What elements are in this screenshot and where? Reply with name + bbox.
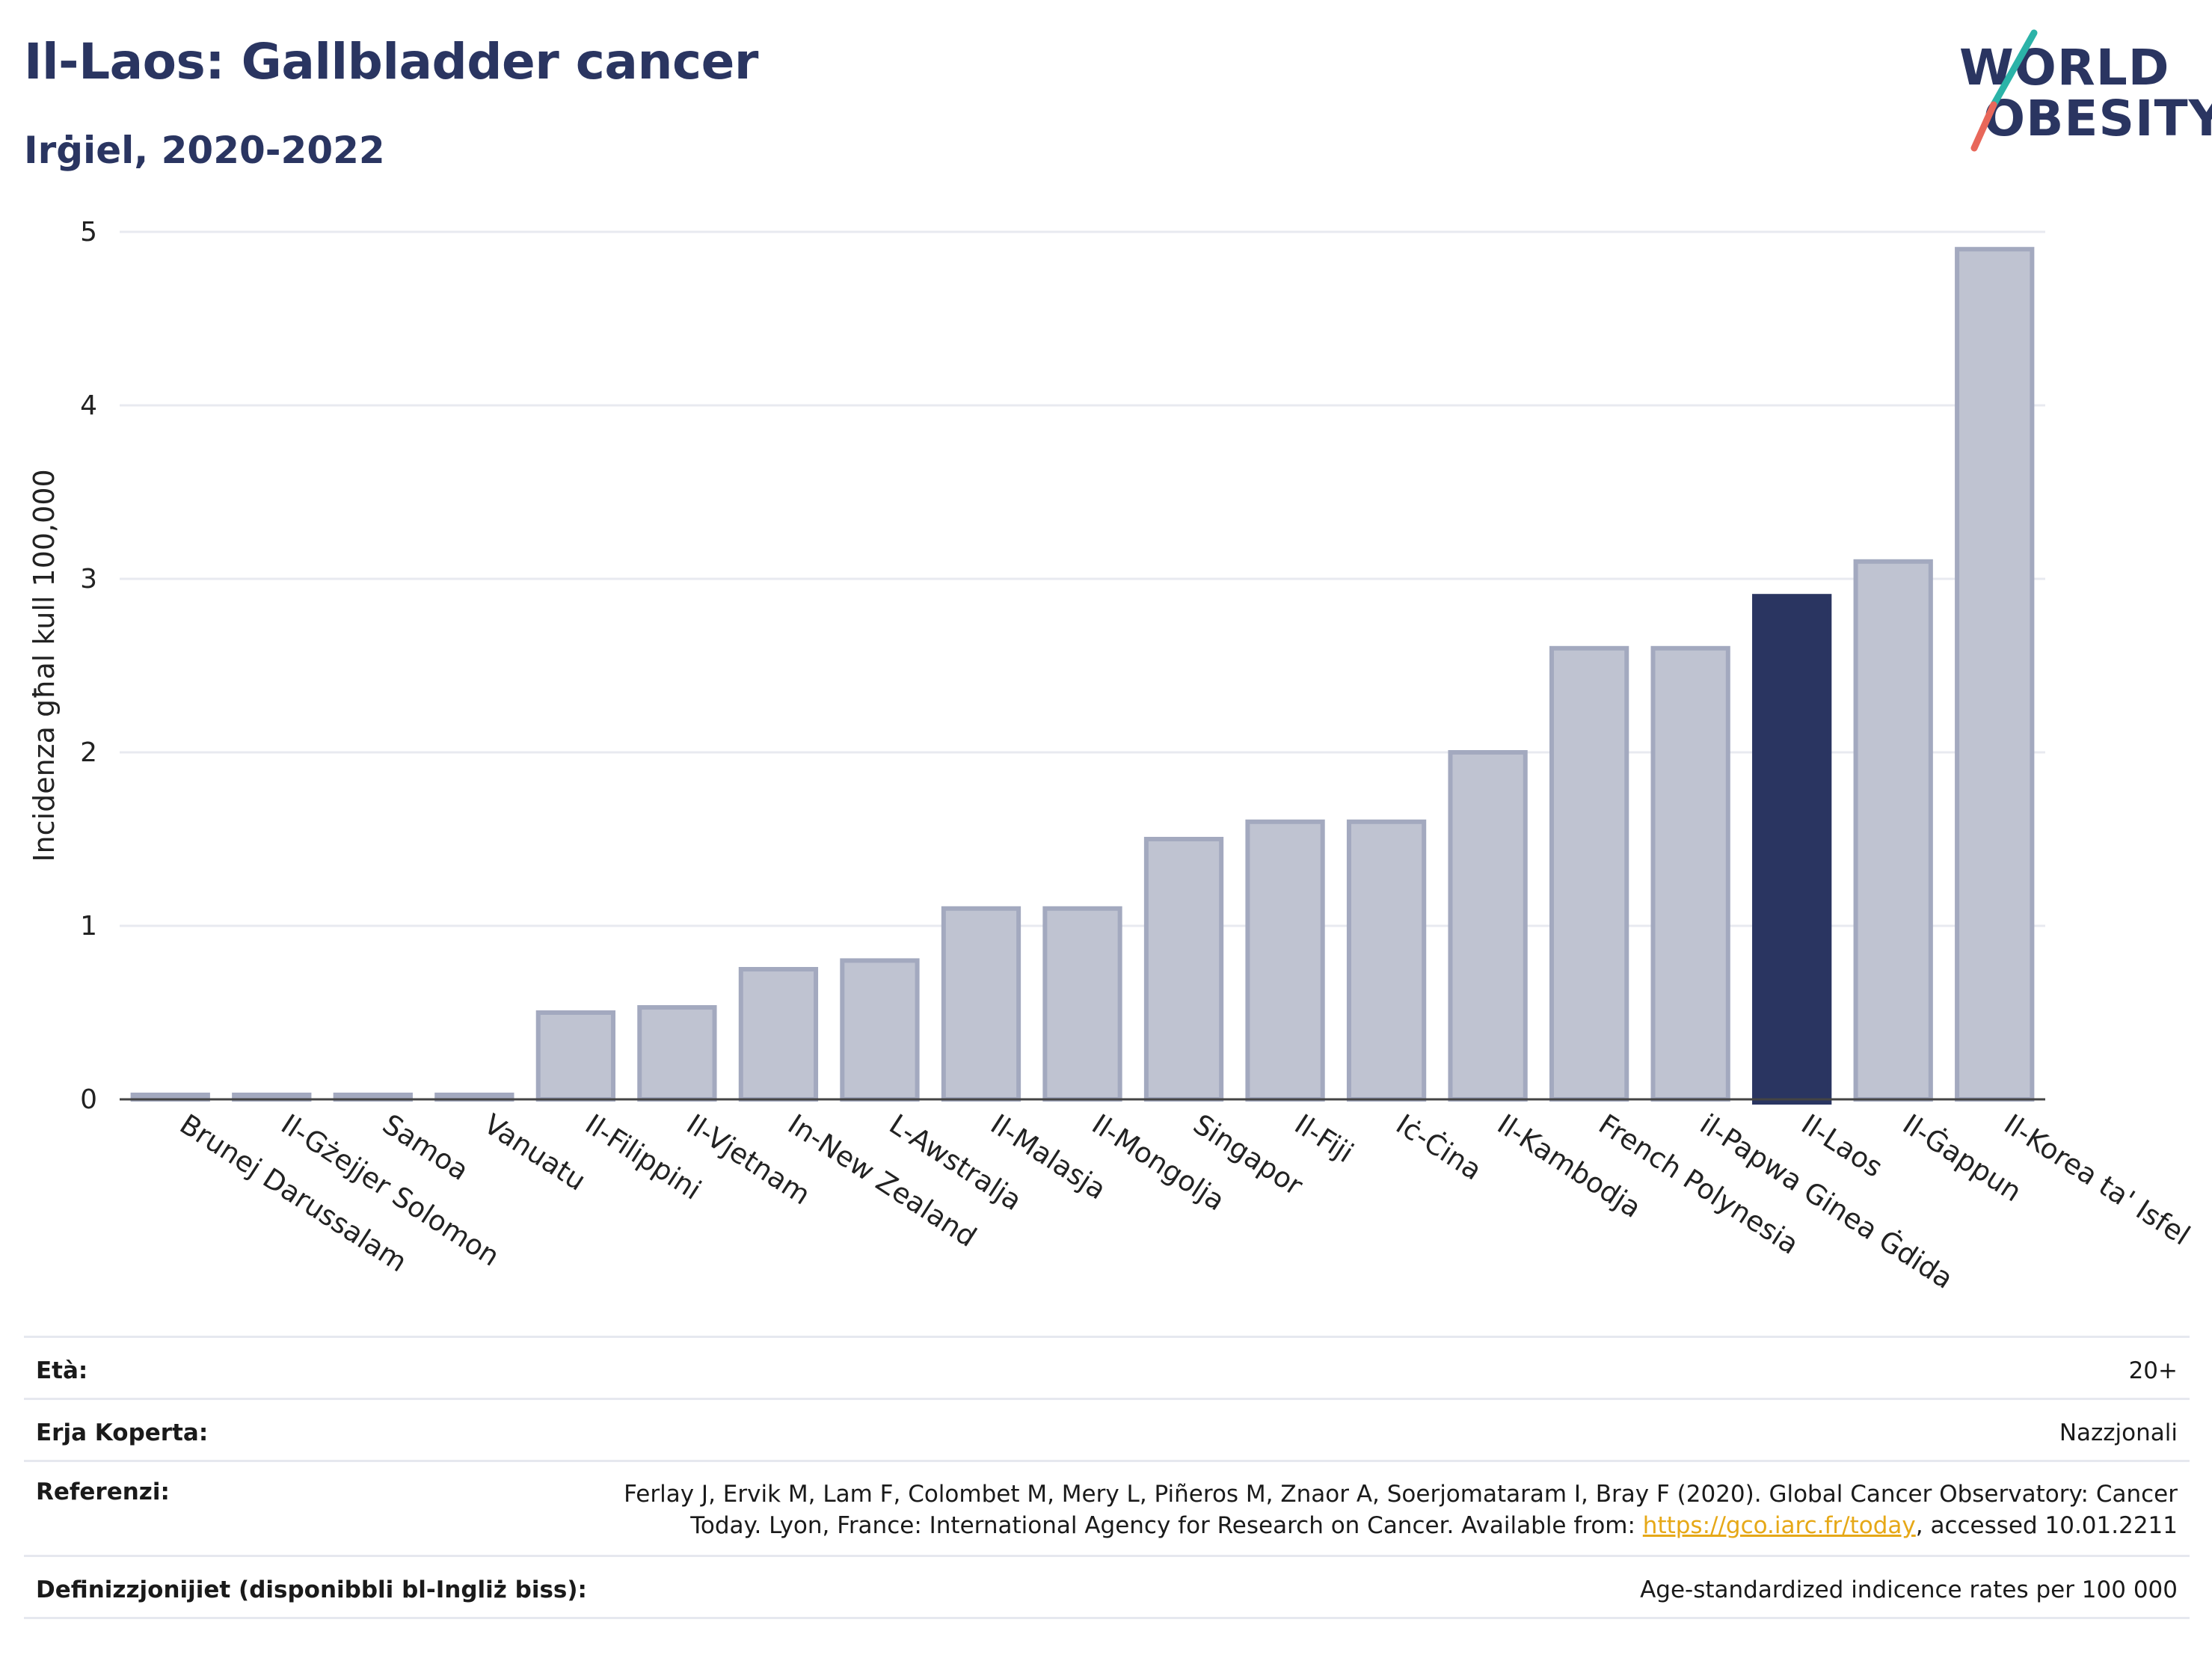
references-line-1: Ferlay J, Ervik M, Lam F, Colombet M, Me… [624, 1481, 2178, 1508]
y-tick-label: 1 [80, 911, 97, 942]
world-obesity-logo: WORLD OBESITY [1944, 22, 2212, 157]
y-tick-label: 0 [80, 1084, 97, 1115]
age-label: Età: [36, 1357, 88, 1384]
footer-row-definitions: Definizzjonijiet (disponibbli bl-Ingliż … [24, 1555, 2190, 1619]
x-tick-label: In-New Zealand [782, 1108, 982, 1253]
bar [1955, 247, 2035, 1102]
logo-line2: OBESITY [1983, 90, 2212, 147]
logo-slash-icon [1970, 29, 2038, 152]
area-value: Nazzjonali [2059, 1419, 2178, 1446]
references-line-2: Today. Lyon, France: International Agenc… [624, 1510, 2178, 1541]
footer-row-references: Referenzi: Ferlay J, Ervik M, Lam F, Col… [24, 1460, 2190, 1555]
logo-line1: WORLD [1959, 39, 2170, 96]
bar [1245, 819, 1325, 1102]
y-tick-label: 2 [80, 737, 97, 768]
chart-subtitle: Irġiel, 2020-2022 [24, 129, 385, 172]
references-text: Ferlay J, Ervik M, Lam F, Colombet M, Me… [624, 1479, 2178, 1541]
x-tick-label: Il-Fiji [1289, 1108, 1360, 1169]
bar [1448, 750, 1528, 1102]
x-tick-label: Il-Filippini [580, 1108, 707, 1206]
chart-footer: Età: 20+ Erja Koperta: Nazzjonali Refere… [24, 1336, 2190, 1619]
y-tick-label: 5 [80, 217, 97, 248]
footer-row-area: Erja Koperta: Nazzjonali [24, 1398, 2190, 1460]
references-line-2-pre: Today. Lyon, France: International Agenc… [690, 1512, 1643, 1539]
y-axis-label: Incidenza għal kull 100,000 [28, 469, 61, 862]
bar [535, 1010, 616, 1102]
bar [637, 1005, 717, 1102]
footer-row-age: Età: 20+ [24, 1336, 2190, 1398]
age-value: 20+ [2128, 1357, 2178, 1384]
bar [1650, 645, 1730, 1102]
bar [1853, 559, 1933, 1102]
x-tick-label: Vanuatu [478, 1108, 591, 1197]
bar [738, 967, 819, 1102]
bar [941, 906, 1021, 1102]
y-tick-label: 4 [80, 390, 97, 421]
area-label: Erja Koperta: [36, 1419, 209, 1446]
x-tick-label: Il-Korea ta' Isfel [1998, 1108, 2196, 1251]
y-tick-label: 3 [80, 564, 97, 595]
references-label: Referenzi: [36, 1479, 170, 1505]
bar [840, 958, 920, 1102]
chart-title: Il-Laos: Gallbladder cancer [24, 33, 758, 90]
bar [1549, 645, 1629, 1102]
bar [1042, 906, 1122, 1102]
x-tick-label: Iċ-Ċina [1390, 1108, 1487, 1186]
definitions-value: Age-standardized indicence rates per 100… [1640, 1576, 2178, 1603]
definitions-label: Definizzjonijiet (disponibbli bl-Ingliż … [36, 1576, 587, 1603]
bar [1346, 819, 1427, 1102]
references-link[interactable]: https://gco.iarc.fr/today [1642, 1512, 1916, 1539]
bar [1143, 837, 1224, 1102]
bar-highlighted [1752, 594, 1832, 1105]
references-line-2-post: , accessed 10.01.2211 [1915, 1512, 2178, 1539]
